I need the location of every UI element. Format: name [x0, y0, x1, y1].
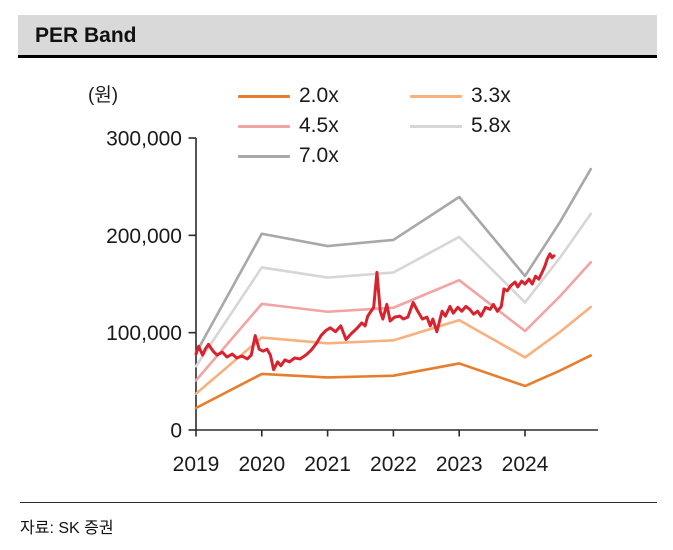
x-tick-label: 2021	[304, 453, 351, 476]
legend-item-3.3x: 3.3x	[410, 81, 511, 111]
y-tick-label: 0	[170, 420, 182, 443]
legend-label-5.8x: 5.8x	[471, 114, 511, 137]
footer-divider	[20, 502, 657, 503]
y-tick-label: 200,000	[106, 225, 182, 248]
x-tick-label: 2019	[173, 453, 220, 476]
x-tick-label: 2023	[436, 453, 483, 476]
legend-column-2: 3.3x 5.8x	[410, 81, 511, 141]
legend-swatch-7.0x	[238, 154, 290, 158]
band-line-2.0x	[194, 354, 593, 410]
legend-item-5.8x: 5.8x	[410, 111, 511, 141]
source-note: 자료: SK 증권	[20, 520, 114, 537]
chart-title-bar: PER Band	[18, 15, 657, 58]
y-tick-label: 300,000	[106, 128, 182, 151]
price-line	[194, 252, 556, 372]
legend-item-7.0x: 7.0x	[238, 141, 339, 171]
x-tick-label: 2024	[502, 453, 549, 476]
band-line-7.0x	[194, 167, 593, 355]
y-axis-unit-label: (원)	[88, 85, 119, 106]
legend-swatch-4.5x	[238, 124, 290, 128]
legend-swatch-3.3x	[410, 94, 462, 98]
band-line-5.8x	[194, 212, 593, 368]
legend-label-2.0x: 2.0x	[299, 84, 339, 107]
legend-swatch-2.0x	[238, 94, 290, 98]
y-tick-label: 100,000	[106, 322, 182, 345]
chart-title: PER Band	[35, 24, 137, 47]
legend-item-2.0x: 2.0x	[238, 81, 339, 111]
x-tick-label: 2022	[370, 453, 417, 476]
band-line-3.3x	[194, 305, 593, 395]
legend-label-7.0x: 7.0x	[299, 144, 339, 167]
axis-lines	[195, 138, 598, 431]
legend-swatch-5.8x	[410, 124, 462, 128]
legend-column-1: 2.0x 4.5x 7.0x	[238, 81, 339, 171]
band-line-4.5x	[194, 260, 593, 382]
x-tick-label: 2020	[238, 453, 285, 476]
legend-label-4.5x: 4.5x	[299, 114, 339, 137]
legend-label-3.3x: 3.3x	[471, 84, 511, 107]
legend-item-4.5x: 4.5x	[238, 111, 339, 141]
